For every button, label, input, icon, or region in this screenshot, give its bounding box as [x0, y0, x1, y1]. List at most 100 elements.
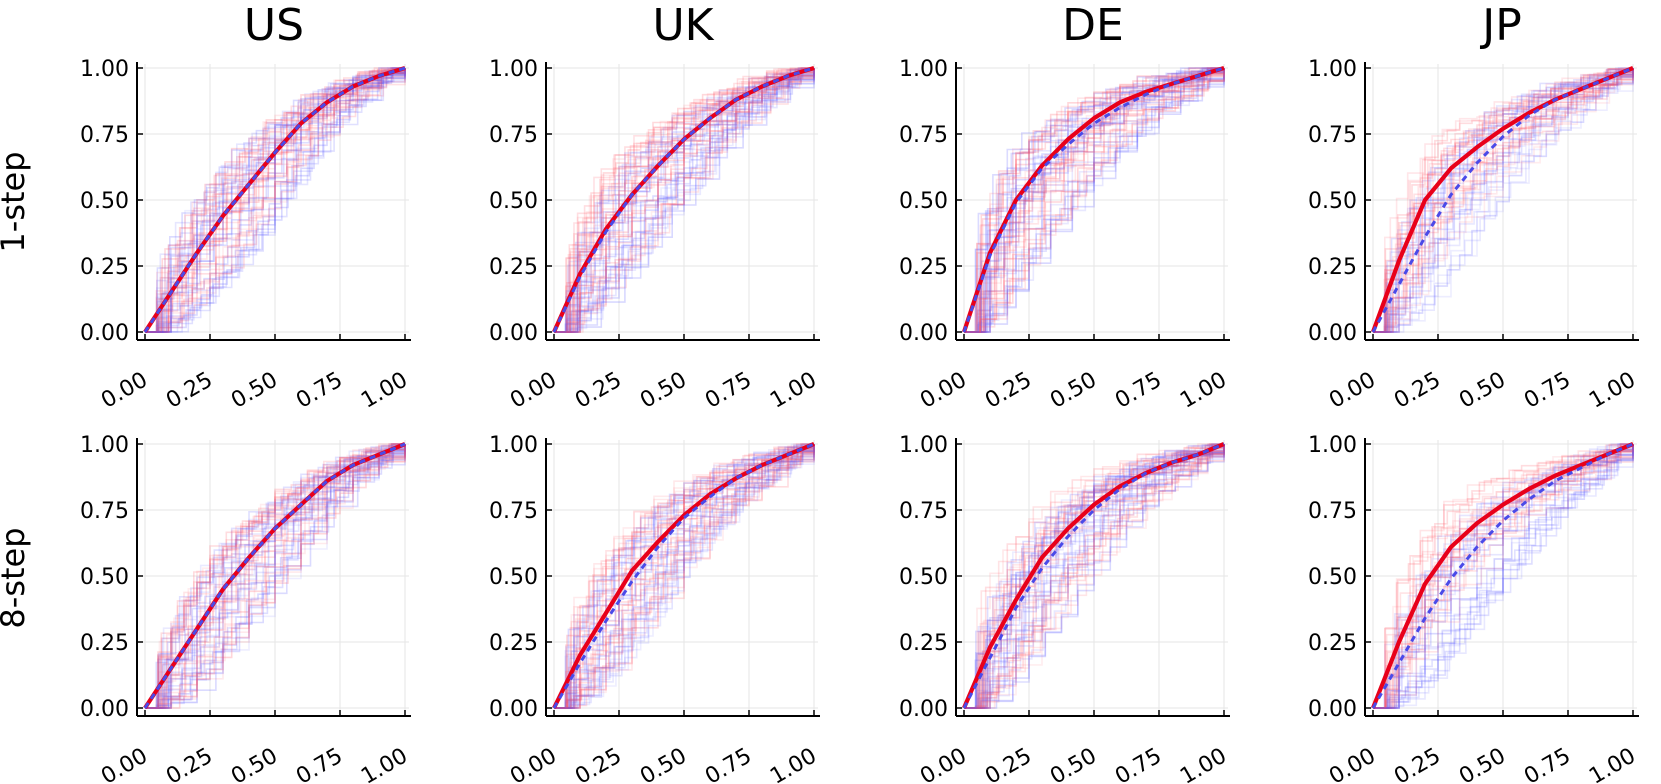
x-tick-label: 1.00 [357, 368, 412, 414]
sample-curve [554, 67, 814, 333]
sample-curve [554, 68, 815, 333]
y-tick-label: 0.50 [1308, 565, 1357, 590]
sample-curve [145, 444, 406, 709]
sample-curve [145, 68, 406, 333]
sample-curve [1373, 444, 1634, 709]
sample-curve [554, 68, 815, 333]
sample-curve [145, 68, 406, 333]
series-line-dashed-blue [552, 442, 815, 709]
sample-curve [145, 444, 406, 709]
sample-curve [964, 68, 1225, 333]
series-line-dashed-blue [1371, 442, 1634, 709]
sample-curve [554, 68, 815, 333]
sample-curve [964, 68, 1225, 333]
sample-curve [145, 444, 406, 709]
sample-curve [1373, 444, 1634, 709]
y-tick-label: 1.00 [899, 57, 948, 82]
sample-curve [1373, 443, 1633, 709]
sample-curve [1373, 444, 1634, 709]
x-tick-label: 0.50 [227, 744, 282, 784]
sample-curve [554, 444, 815, 709]
sample-curve [964, 444, 1225, 709]
sample-curve [964, 67, 1225, 333]
panel-de-8-step: 0.000.250.500.751.000.00 0.25 0.50 0.75 1.00 [899, 433, 1231, 784]
x-tick-label: 1.00 [1176, 744, 1231, 784]
y-tick-label: 1.00 [489, 57, 538, 82]
sample-curve [964, 444, 1225, 709]
sample-curve [964, 444, 1225, 709]
y-tick-label: 0.25 [899, 255, 948, 280]
sample-curve [554, 68, 815, 333]
sample-curve [964, 444, 1225, 709]
sample-curve [964, 68, 1225, 333]
sample-curve [554, 68, 815, 333]
series-line-solid-red [1371, 442, 1634, 709]
x-tick-label: 1.00 [1585, 744, 1640, 784]
sample-curve [145, 68, 406, 333]
y-tick-label: 0.75 [489, 123, 538, 148]
x-tick-label: 0.25 [1390, 368, 1445, 414]
sample-curve [554, 444, 815, 709]
y-tick-label: 0.25 [80, 255, 129, 280]
sample-curve [554, 443, 814, 709]
sample-curve [554, 443, 814, 709]
sample-curve [145, 68, 406, 333]
sample-curve [145, 444, 406, 709]
sample-curve [554, 68, 815, 333]
sample-curve [554, 68, 815, 333]
sample-curve [964, 67, 1224, 333]
sample-curve [964, 68, 1225, 333]
y-tick-label: 0.25 [1308, 631, 1357, 656]
sample-curve [964, 443, 1224, 709]
x-tick-label: 0.75 [701, 744, 756, 784]
sample-curve [145, 443, 405, 709]
sample-curve [145, 444, 406, 709]
sample-curve [964, 68, 1225, 333]
series-line-dashed-blue [143, 442, 406, 709]
sample-curve [554, 444, 815, 709]
sample-curve [554, 443, 815, 709]
sample-curve [964, 68, 1225, 333]
x-tick-label: 0.75 [1520, 744, 1575, 784]
sample-curve [145, 67, 405, 333]
sample-curve [145, 443, 405, 709]
y-tick-label: 0.50 [1308, 189, 1357, 214]
sample-curve [964, 68, 1225, 333]
sample-curve [1373, 68, 1634, 333]
sample-curve [554, 68, 815, 333]
sample-curve [964, 67, 1224, 333]
series-line-solid-red [1371, 66, 1634, 333]
sample-curve [964, 68, 1225, 333]
x-tick-label: 1.00 [357, 744, 412, 784]
sample-curve [1373, 68, 1634, 333]
x-tick-label: 0.00 [97, 368, 152, 414]
sample-curve [145, 68, 406, 333]
sample-curve [554, 68, 815, 333]
sample-curve [145, 68, 406, 333]
x-tick-label: 0.25 [1390, 744, 1445, 784]
sample-curve [145, 444, 406, 709]
sample-curve [145, 444, 406, 709]
sample-curve [554, 68, 815, 333]
sample-curve [1373, 68, 1634, 333]
y-tick-label: 0.25 [80, 631, 129, 656]
sample-curve [554, 444, 815, 709]
sample-curve [145, 67, 405, 333]
sample-curve [554, 444, 815, 709]
y-tick-label: 0.75 [899, 499, 948, 524]
sample-curve [964, 443, 1225, 709]
sample-curve [554, 443, 814, 709]
y-tick-label: 0.00 [899, 321, 948, 346]
sample-curve [964, 444, 1225, 709]
sample-curve [145, 67, 405, 333]
y-tick-label: 0.25 [489, 255, 538, 280]
sample-curve [554, 68, 815, 333]
sample-curve [964, 67, 1225, 333]
x-tick-label: 0.75 [701, 368, 756, 414]
sample-curve [1373, 68, 1634, 333]
x-tick-label: 0.25 [571, 744, 626, 784]
sample-curve [964, 444, 1225, 709]
sample-curve [145, 68, 406, 333]
x-tick-label: 0.50 [227, 368, 282, 414]
sample-curve [1373, 443, 1634, 709]
